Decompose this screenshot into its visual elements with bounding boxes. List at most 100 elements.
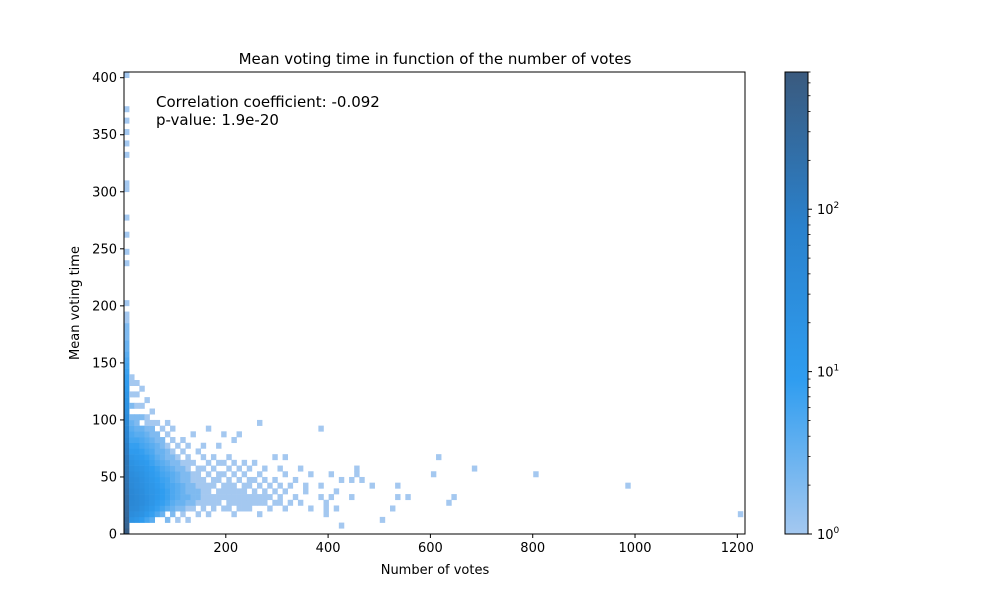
heatmap-cell bbox=[395, 494, 401, 501]
heatmap-cell bbox=[149, 442, 155, 449]
heatmap-cell bbox=[185, 442, 191, 449]
heatmap-cell bbox=[282, 505, 288, 512]
heatmap-cell bbox=[139, 414, 145, 421]
heatmap-cell bbox=[144, 448, 150, 455]
heatmap-cell bbox=[129, 471, 135, 478]
heatmap-cell bbox=[144, 511, 150, 518]
heatmap-cell bbox=[144, 465, 150, 472]
heatmap-cell bbox=[124, 345, 130, 352]
heatmap-cell bbox=[124, 351, 130, 358]
heatmap-cell bbox=[144, 516, 150, 523]
heatmap-cell bbox=[170, 494, 176, 501]
heatmap-cell bbox=[159, 454, 166, 461]
heatmap-cell bbox=[226, 499, 232, 506]
heatmap-cell bbox=[124, 328, 130, 335]
heatmap-cell bbox=[124, 317, 130, 324]
heatmap-cell bbox=[139, 402, 145, 409]
heatmap-cell bbox=[277, 499, 283, 506]
heatmap-cell bbox=[190, 476, 196, 483]
heatmap-cell bbox=[246, 494, 253, 501]
heatmap-cell bbox=[124, 186, 130, 193]
heatmap-cell bbox=[236, 431, 242, 438]
heatmap-cell bbox=[236, 488, 242, 495]
heatmap-cell bbox=[124, 522, 130, 529]
heatmap-cell bbox=[180, 494, 186, 501]
heatmap-cell bbox=[134, 431, 140, 438]
heatmap-cell bbox=[303, 482, 309, 489]
heatmap-cell bbox=[190, 488, 196, 495]
heatmap-cell bbox=[185, 465, 191, 472]
heatmap-cell bbox=[154, 442, 161, 449]
heatmap-cell bbox=[277, 482, 283, 489]
heatmap-cell bbox=[308, 505, 314, 512]
heatmap-cell bbox=[170, 454, 176, 461]
heatmap-cell bbox=[323, 499, 329, 506]
heatmap-cell bbox=[164, 494, 171, 501]
heatmap-cell bbox=[149, 505, 155, 512]
heatmap-cell bbox=[139, 465, 145, 472]
heatmap-cell bbox=[338, 476, 345, 483]
heatmap-cell bbox=[328, 494, 335, 501]
heatmap-cell bbox=[205, 459, 212, 466]
heatmap-cell bbox=[129, 476, 135, 483]
colorbar-tick-label: 101 bbox=[817, 364, 839, 381]
heatmap-cell bbox=[154, 448, 161, 455]
heatmap-cell bbox=[129, 465, 135, 472]
heatmap-cell bbox=[185, 488, 191, 495]
heatmap-cell bbox=[180, 488, 186, 495]
heatmap-cell bbox=[124, 425, 130, 432]
heatmap-cell bbox=[159, 488, 166, 495]
heatmap-cell bbox=[180, 465, 186, 472]
heatmap-cell bbox=[210, 476, 217, 483]
heatmap-cell bbox=[195, 488, 202, 495]
heatmap-cell bbox=[282, 488, 288, 495]
colorbar-tick-label: 100 bbox=[817, 526, 840, 543]
heatmap-cell bbox=[124, 374, 130, 381]
heatmap-cell bbox=[175, 476, 181, 483]
heatmap-cell bbox=[154, 505, 161, 512]
heatmap-cell bbox=[134, 471, 140, 478]
y-tick-label: 0 bbox=[109, 528, 117, 543]
heatmap-cell bbox=[262, 499, 268, 506]
heatmap-cell bbox=[170, 476, 176, 483]
heatmap-cell bbox=[170, 465, 176, 472]
heatmap-cell bbox=[139, 494, 145, 501]
heatmap-cell bbox=[124, 231, 130, 238]
heatmap-cell bbox=[124, 454, 130, 461]
heatmap-cell bbox=[257, 471, 263, 478]
colorbar bbox=[784, 71, 809, 535]
heatmap-cell bbox=[170, 511, 176, 518]
heatmap-cell bbox=[134, 437, 140, 444]
heatmap-cell bbox=[236, 476, 242, 483]
heatmap-cell bbox=[180, 511, 186, 518]
heatmap-cell bbox=[226, 454, 232, 461]
heatmap-cell bbox=[134, 402, 140, 409]
heatmap-cell bbox=[210, 454, 217, 461]
heatmap-cell bbox=[124, 414, 130, 421]
heatmap-cell bbox=[144, 482, 150, 489]
heatmap-cell bbox=[369, 482, 375, 489]
heatmap-cell bbox=[318, 482, 324, 489]
heatmap-cell bbox=[195, 471, 202, 478]
heatmap-cell bbox=[175, 499, 181, 506]
heatmap-cell bbox=[200, 465, 207, 472]
heatmap-cell bbox=[144, 499, 150, 506]
heatmap-cell bbox=[236, 494, 242, 501]
heatmap-cell bbox=[149, 511, 155, 518]
x-tick-label: 400 bbox=[316, 541, 341, 556]
heatmap-cell bbox=[267, 505, 273, 512]
heatmap-cell bbox=[134, 442, 140, 449]
heatmap-cell bbox=[257, 494, 263, 501]
heatmap-cell bbox=[124, 528, 130, 535]
heatmap-cell bbox=[124, 385, 130, 392]
heatmap-cell bbox=[139, 459, 145, 466]
heatmap-cell bbox=[282, 471, 288, 478]
heatmap-cell bbox=[175, 471, 181, 478]
heatmap-cell bbox=[297, 465, 304, 472]
heatmap-cell bbox=[124, 397, 130, 404]
heatmap-cell bbox=[134, 459, 140, 466]
heatmap-cell bbox=[144, 419, 150, 426]
heatmap-cell bbox=[318, 425, 324, 432]
y-tick-label: 400 bbox=[92, 71, 117, 86]
heatmap-cell bbox=[200, 454, 207, 461]
